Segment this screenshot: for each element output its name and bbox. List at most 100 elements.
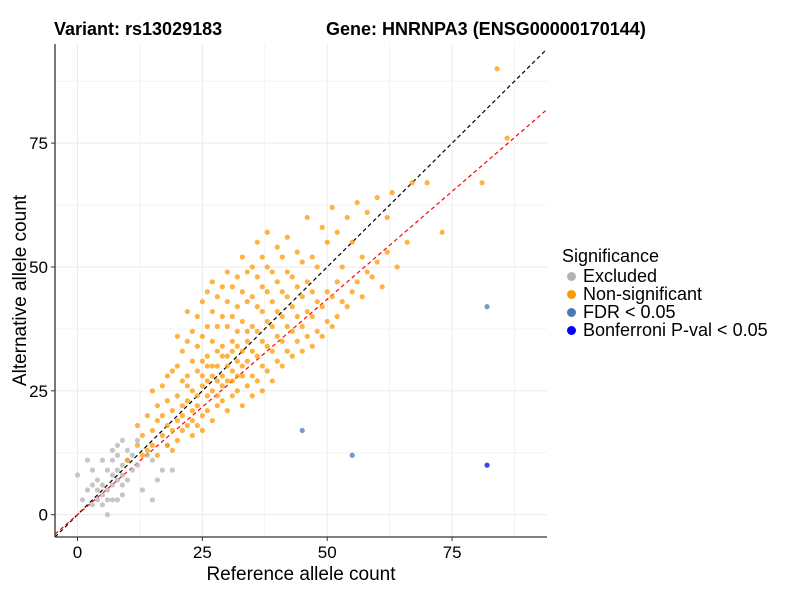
- point-non-significant: [224, 378, 230, 384]
- point-non-significant: [209, 388, 215, 394]
- point-non-significant: [179, 348, 185, 354]
- point-non-significant: [164, 398, 170, 404]
- point-non-significant: [214, 393, 220, 399]
- point-non-significant: [344, 214, 350, 221]
- point-non-significant: [224, 269, 230, 275]
- point-non-significant: [239, 348, 245, 354]
- legend-item-label: Bonferroni P-val < 0.05: [583, 320, 768, 340]
- point-non-significant: [299, 323, 305, 330]
- point-non-significant: [149, 442, 156, 448]
- point-non-significant: [299, 294, 305, 300]
- point-non-significant: [304, 333, 310, 339]
- point-non-significant: [249, 373, 255, 379]
- data-points: [74, 66, 510, 518]
- point-non-significant: [184, 308, 190, 315]
- point-non-significant: [169, 427, 175, 434]
- point-non-significant: [299, 348, 305, 354]
- point-non-significant: [199, 383, 205, 389]
- point-non-significant: [199, 358, 205, 364]
- point-non-significant: [249, 348, 255, 354]
- point-non-significant: [294, 313, 300, 320]
- point-non-significant: [394, 264, 400, 270]
- point-non-significant: [219, 343, 225, 349]
- point-non-significant: [184, 383, 190, 389]
- point-non-significant: [289, 274, 295, 280]
- point-non-significant: [259, 363, 265, 369]
- point-non-significant: [274, 279, 280, 285]
- y-tick-label: 25: [29, 382, 48, 401]
- point-non-significant: [219, 373, 225, 379]
- point-non-significant: [184, 373, 190, 379]
- point-excluded: [99, 457, 106, 463]
- point-non-significant: [269, 348, 275, 354]
- point-non-significant: [244, 299, 250, 305]
- legend-marker: [567, 271, 576, 281]
- point-non-significant: [289, 304, 295, 310]
- point-non-significant: [239, 289, 245, 295]
- point-non-significant: [214, 323, 220, 330]
- point-non-significant: [264, 229, 270, 235]
- point-non-significant: [349, 239, 355, 245]
- point-excluded: [114, 497, 121, 503]
- y-tick-label: 50: [29, 258, 48, 277]
- point-non-significant: [354, 199, 360, 206]
- point-non-significant: [214, 348, 220, 354]
- point-non-significant: [304, 308, 310, 315]
- point-non-significant: [214, 378, 220, 384]
- point-non-significant: [284, 234, 290, 240]
- point-non-significant: [309, 313, 315, 320]
- point-non-significant: [214, 294, 220, 300]
- point-non-significant: [284, 294, 290, 300]
- point-non-significant: [194, 422, 200, 429]
- point-non-significant: [259, 338, 265, 344]
- y-tick-label: 0: [39, 506, 48, 525]
- point-non-significant: [264, 318, 270, 325]
- point-non-significant: [204, 408, 210, 414]
- point-non-significant: [324, 318, 330, 325]
- point-excluded: [134, 462, 141, 468]
- point-non-significant: [259, 284, 265, 290]
- point-non-significant: [179, 378, 185, 384]
- point-non-significant: [249, 294, 255, 300]
- point-non-significant: [184, 338, 190, 344]
- point-non-significant: [244, 328, 250, 334]
- point-non-significant: [164, 422, 170, 429]
- point-non-significant: [209, 373, 215, 379]
- reference-lines: [54, 48, 548, 538]
- legend-marker: [567, 307, 576, 317]
- point-non-significant: [209, 308, 215, 315]
- point-non-significant: [184, 398, 190, 404]
- point-non-significant: [269, 269, 275, 275]
- point-non-significant: [274, 308, 280, 315]
- point-non-significant: [189, 388, 195, 394]
- point-non-significant: [244, 358, 250, 364]
- point-non-significant: [224, 408, 230, 414]
- point-non-significant: [194, 393, 200, 399]
- point-non-significant: [169, 447, 175, 453]
- point-non-significant: [379, 284, 385, 290]
- point-non-significant: [479, 180, 485, 186]
- point-non-significant: [329, 204, 335, 211]
- regression-line: [54, 109, 548, 535]
- point-non-significant: [194, 313, 200, 320]
- point-excluded: [94, 487, 101, 493]
- point-non-significant: [339, 264, 345, 270]
- legend-item-label: FDR < 0.05: [583, 302, 676, 322]
- variant-title: Variant: rs13029183: [54, 19, 223, 39]
- point-bonferroni-p-val-0-05: [484, 462, 490, 468]
- point-non-significant: [234, 274, 240, 280]
- point-non-significant: [369, 274, 375, 280]
- point-non-significant: [284, 323, 290, 330]
- point-non-significant: [329, 294, 335, 300]
- point-non-significant: [144, 447, 151, 453]
- point-non-significant: [264, 289, 270, 295]
- point-non-significant: [204, 378, 210, 384]
- point-non-significant: [219, 398, 225, 404]
- point-non-significant: [314, 328, 320, 334]
- point-non-significant: [284, 348, 290, 354]
- point-non-significant: [319, 224, 325, 230]
- point-non-significant: [209, 338, 215, 344]
- point-non-significant: [149, 427, 156, 434]
- point-non-significant: [159, 432, 165, 439]
